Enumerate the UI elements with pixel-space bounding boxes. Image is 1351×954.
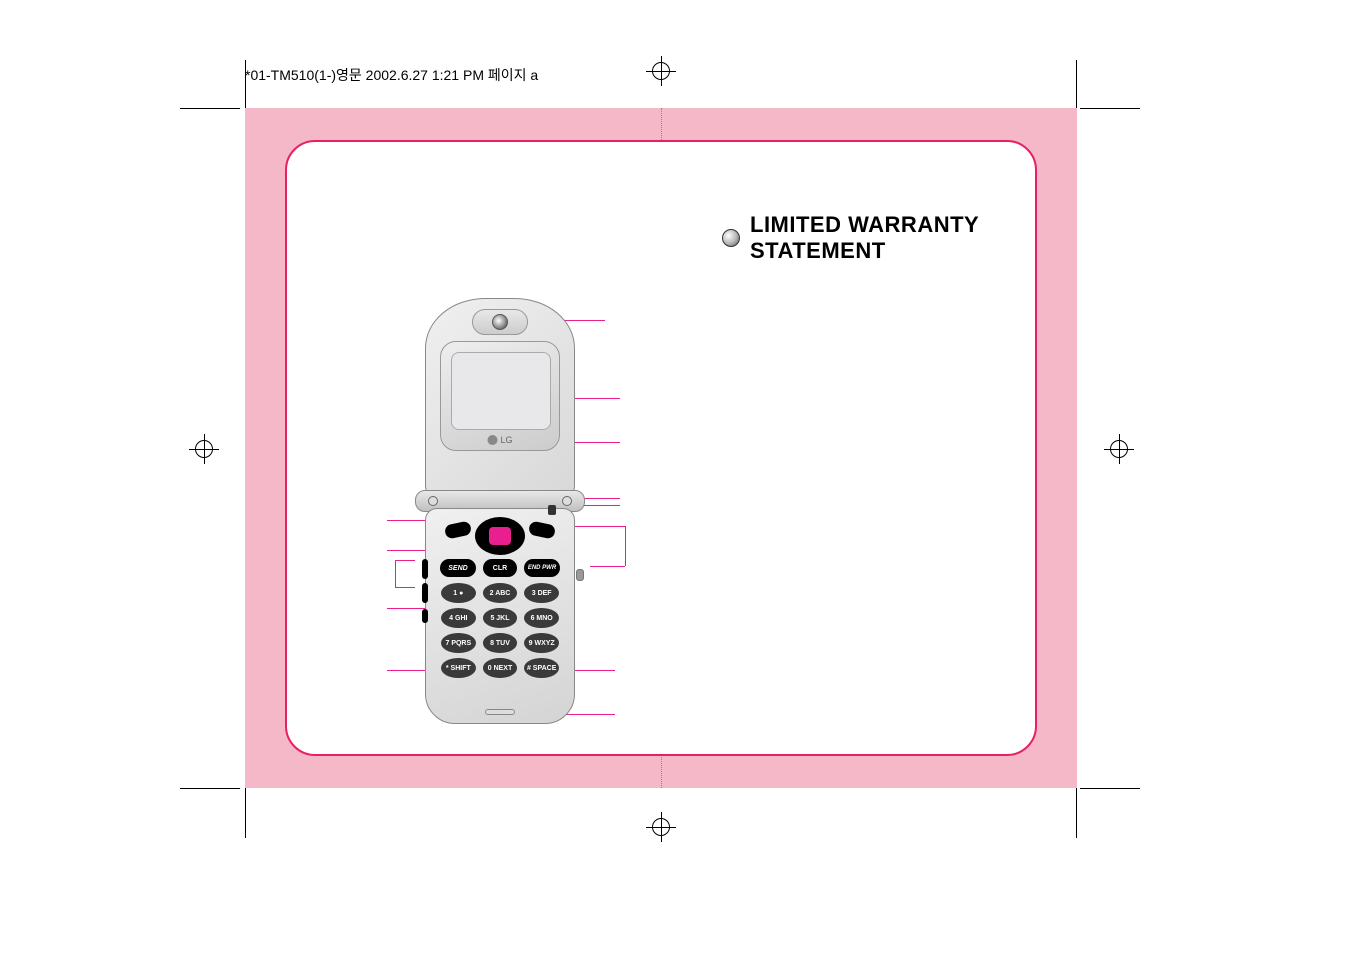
phone-numkey: 5 JKL [483,608,518,628]
dpad-arrows-label: < ↑ > [491,528,509,533]
registration-mark [661,812,662,842]
phone-mic-slot [485,709,515,715]
crop-mark [245,60,246,110]
phone-numkey: 2 ABC [483,583,518,603]
crop-mark [245,788,246,838]
callout-line [387,550,429,551]
phone-screen [451,352,551,430]
lg-logo-icon [487,435,497,445]
callout-line [570,670,615,671]
phone-jack [576,569,584,581]
section-heading-row: LIMITED WARRANTY STATEMENT [722,212,1035,264]
phone-dpad: < ↑ > [475,517,525,555]
phone-flip-top: LG [425,298,575,498]
callout-line [387,608,425,609]
registration-mark [1119,434,1120,464]
phone-numkey: 1 ● [441,583,476,603]
phone-numkey: 4 GHI [441,608,476,628]
callout-line [625,526,626,566]
phone-side-button [422,583,428,603]
registration-mark [661,56,662,86]
phone-side-button [422,609,428,623]
page-spread-background: LIMITED WARRANTY STATEMENT [245,108,1077,788]
phone-brand-text: LG [500,435,512,445]
phone-numkey: 3 DEF [524,583,559,603]
phone-numkey: * SHIFT [441,658,476,678]
phone-send-key: SEND [440,559,476,577]
phone-end-key: END PWR [524,559,560,577]
phone-illustration: LG < ↑ > [415,298,585,728]
crop-mark [1076,788,1077,838]
phone-numkey: 6 MNO [524,608,559,628]
callout-line [387,520,429,521]
phone-flip-bottom: < ↑ > SEND CLR END PWR 1 ● 2 ABC 3 DEF 4… [425,508,575,724]
phone-function-row: SEND CLR END PWR [440,559,560,577]
phone-numkey: 7 PQRS [441,633,476,653]
bullet-icon [722,229,740,247]
callout-bracket [395,560,415,588]
phone-numkey: 9 WXYZ [524,633,559,653]
phone-antenna [548,505,556,515]
content-frame: LIMITED WARRANTY STATEMENT [285,140,1037,756]
phone-soft-key-left [444,520,472,539]
hinge-pin [562,496,572,506]
phone-nav-cluster: < ↑ > [445,517,555,561]
callout-line [387,670,429,671]
phone-soft-key-right [528,520,556,539]
crop-mark [180,788,240,789]
hinge-pin [428,496,438,506]
registration-mark [204,434,205,464]
phone-numkey: 0 NEXT [483,658,518,678]
phone-numkey: 8 TUV [483,633,518,653]
phone-clr-key: CLR [483,559,517,577]
crop-mark [1076,60,1077,110]
crop-mark [1080,108,1140,109]
phone-earpiece-bump [472,309,528,335]
crop-mark [180,108,240,109]
phone-keypad: 1 ● 2 ABC 3 DEF 4 GHI 5 JKL 6 MNO 7 PQRS… [441,583,559,678]
phone-brand-logo: LG [487,435,512,445]
phone-screen-bezel: LG [440,341,560,451]
crop-mark [1080,788,1140,789]
phone-numkey: # SPACE [524,658,559,678]
phone-side-button [422,559,428,579]
callout-line [590,566,625,567]
phone-lens [492,314,508,330]
document-header-info: *01-TM510(1-)영문 2002.6.27 1:21 PM 페이지 a [245,65,538,85]
section-title: LIMITED WARRANTY STATEMENT [750,212,1035,264]
